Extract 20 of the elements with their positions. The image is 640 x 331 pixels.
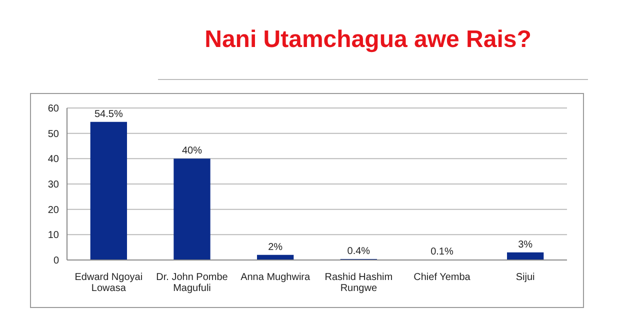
- y-tick-label: 60: [48, 104, 60, 115]
- y-tick-label: 0: [53, 256, 60, 267]
- x-tick-label: Rashid Hashim Rungwe: [324, 272, 393, 294]
- y-tick-label: 10: [48, 230, 60, 242]
- data-label: 40%: [182, 146, 202, 157]
- y-tick-label: 30: [48, 180, 60, 191]
- x-tick-label: Anna Mughwira: [240, 272, 311, 283]
- data-label: 0.4%: [347, 246, 370, 257]
- chart-title: Nani Utamchagua awe Rais?: [204, 26, 532, 54]
- data-label: 3%: [518, 239, 533, 250]
- y-tick-label: 20: [48, 204, 60, 216]
- y-tick-label: 50: [48, 128, 60, 140]
- y-tick-label: 40: [48, 154, 60, 166]
- data-label: 2%: [268, 242, 283, 253]
- x-tick-label: Edward Ngoyai Lowasa: [74, 272, 143, 294]
- x-tick-label: Dr. John Pombe Magufuli: [156, 272, 228, 294]
- x-tick-label: Sijui: [516, 272, 535, 283]
- data-label: 54.5%: [94, 108, 123, 120]
- x-tick-label: Chief Yemba: [414, 272, 471, 283]
- data-label: 0.1%: [430, 246, 454, 258]
